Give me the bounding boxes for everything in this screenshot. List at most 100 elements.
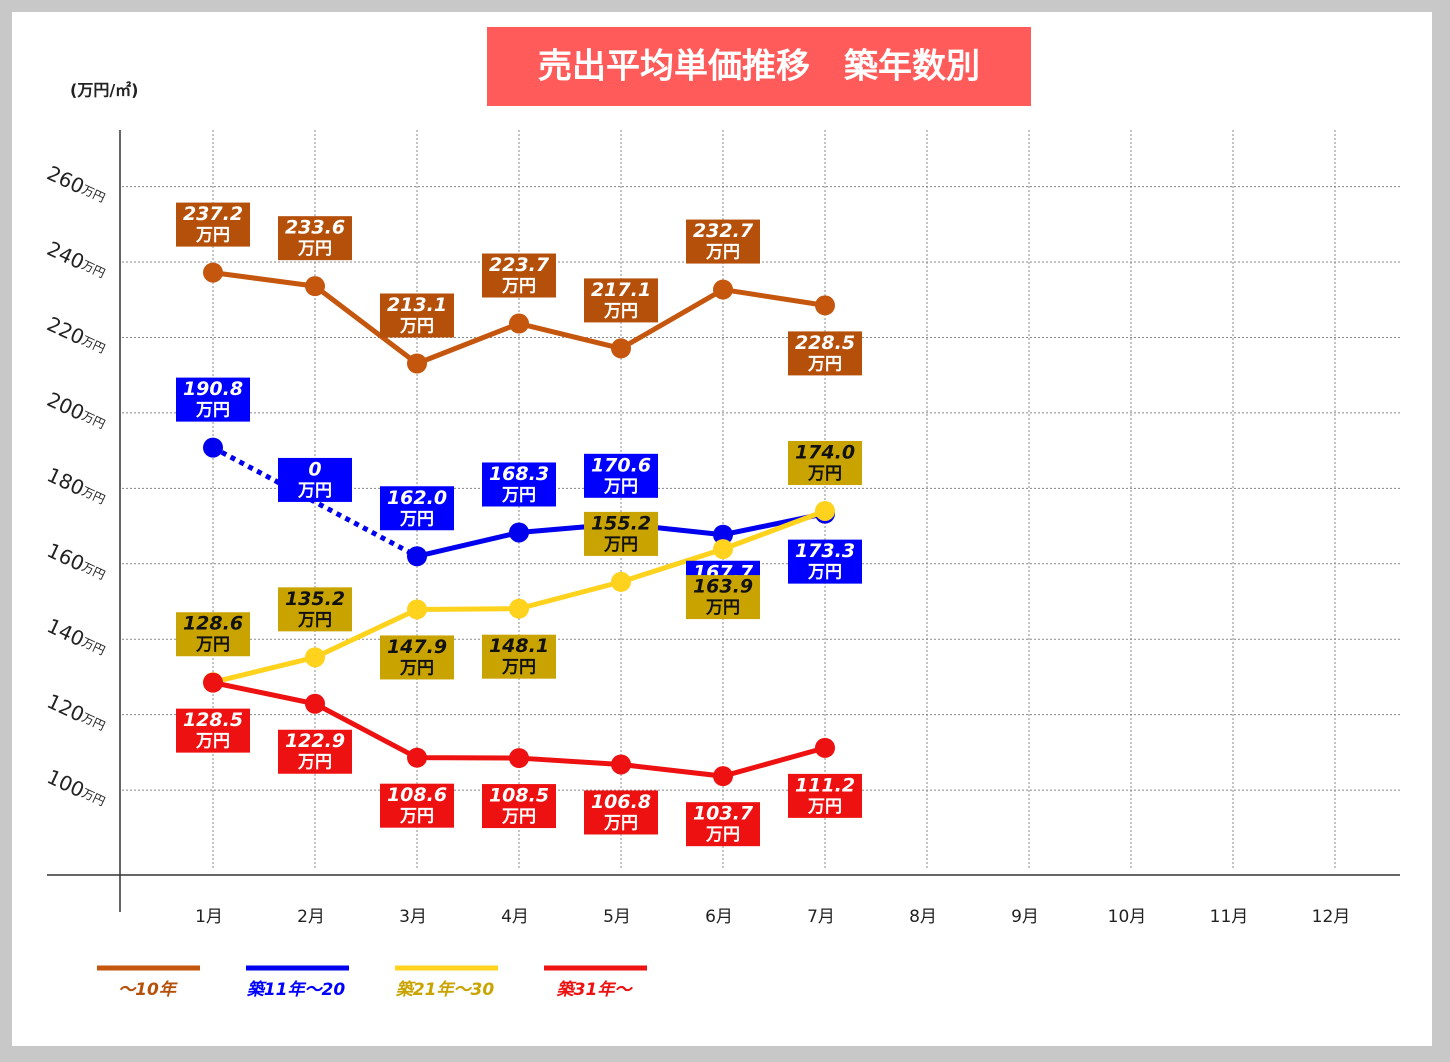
value-label-unit: 万円 [501,807,536,827]
point [713,766,733,787]
value-label-unit: 万円 [399,316,434,336]
point [713,524,733,545]
value-label-box [380,635,454,680]
value-label-unit: 万円 [501,277,536,297]
value-label-unit: 万円 [195,401,230,421]
x-tick-label: 6月 [705,907,733,927]
x-tick-label: 2月 [297,907,325,927]
point [305,647,325,668]
series-bridge [211,445,419,559]
point [305,693,325,714]
value-label-unit: 万円 [501,658,536,678]
value-label: 168.3 [489,463,549,485]
value-label-unit: 万円 [195,226,230,246]
point [509,598,529,619]
value-label-unit: 万円 [501,485,536,505]
value-label-box [176,202,250,247]
value-label-box [482,462,556,507]
value-label-box [482,634,556,679]
value-label: 223.7 [489,254,550,276]
legend-label: 築31年～ [557,980,634,1000]
x-tick-label: 1月 [195,907,223,927]
value-label-box [584,790,658,835]
value-label-unit: 万円 [705,243,740,263]
value-label-box [278,729,352,774]
point [815,295,835,316]
value-label: 217.1 [591,279,651,301]
point [203,262,223,283]
point [611,754,631,775]
value-label-box [482,784,556,829]
value-label-box [482,253,556,298]
value-label-box [278,216,352,261]
point [815,500,835,521]
point [509,522,529,543]
x-tick-label: 10月 [1108,907,1147,927]
value-label-unit: 万円 [195,635,230,655]
legend-label: ～10年 [118,980,178,1000]
value-label-unit: 万円 [603,535,638,555]
point [203,437,223,458]
x-tick-label: 5月 [603,907,631,927]
value-label-unit: 万円 [603,477,638,497]
value-label: 233.6 [285,217,345,239]
value-label-box [584,278,658,323]
value-label-unit: 万円 [195,732,230,752]
x-tick-label: 8月 [909,907,937,927]
value-label: 108.6 [387,784,447,806]
value-label-box [380,293,454,338]
value-label-unit: 万円 [705,598,740,618]
x-tick-label: 4月 [501,907,529,927]
value-label-unit: 万円 [399,509,434,529]
value-label: 173.3 [795,540,855,562]
value-label: 135.2 [285,588,345,610]
x-tick-label: 11月 [1210,907,1249,927]
value-label: 106.8 [591,791,651,813]
value-label: 128.5 [183,709,243,731]
value-label-unit: 万円 [603,813,638,833]
legend-label: 築21年～30 [396,980,494,1000]
value-label-box [176,377,250,422]
value-label-box [686,219,760,264]
value-label-box [788,773,862,818]
value-label-unit: 万円 [399,807,434,827]
value-label-box [686,802,760,847]
x-tick-label: 12月 [1312,907,1351,927]
point [407,546,427,567]
chart-title: 売出平均単価推移 築年数別 [538,47,980,87]
value-label: 148.1 [489,635,549,657]
value-label: 0 [308,458,321,480]
value-label: 190.8 [183,378,243,400]
x-tick-label: 7月 [807,907,835,927]
point [611,571,631,592]
point [203,672,223,693]
value-label-unit: 万円 [807,464,842,484]
point [713,539,733,560]
value-label-box [176,708,250,753]
x-tick-label: 3月 [399,907,427,927]
value-label-box [788,440,862,485]
value-label-box [278,587,352,632]
value-label-unit: 万円 [297,239,332,259]
point [815,737,835,758]
value-label: 163.9 [693,576,753,598]
point [713,279,733,300]
value-label: 232.7 [693,220,754,242]
value-label-box [380,486,454,531]
value-label: 237.2 [183,203,243,225]
value-label-unit: 万円 [807,354,842,374]
value-label-unit: 万円 [807,797,842,817]
value-label-box [176,612,250,657]
point [407,353,427,374]
y-axis-label: (万円/㎡) [70,81,138,100]
value-label-box [584,511,658,556]
value-label-box [788,539,862,584]
value-label-box [788,331,862,376]
point [611,338,631,359]
value-label-box [584,453,658,498]
value-label: 147.9 [387,636,447,658]
value-label: 213.1 [387,294,447,316]
value-label: 128.6 [183,613,243,635]
